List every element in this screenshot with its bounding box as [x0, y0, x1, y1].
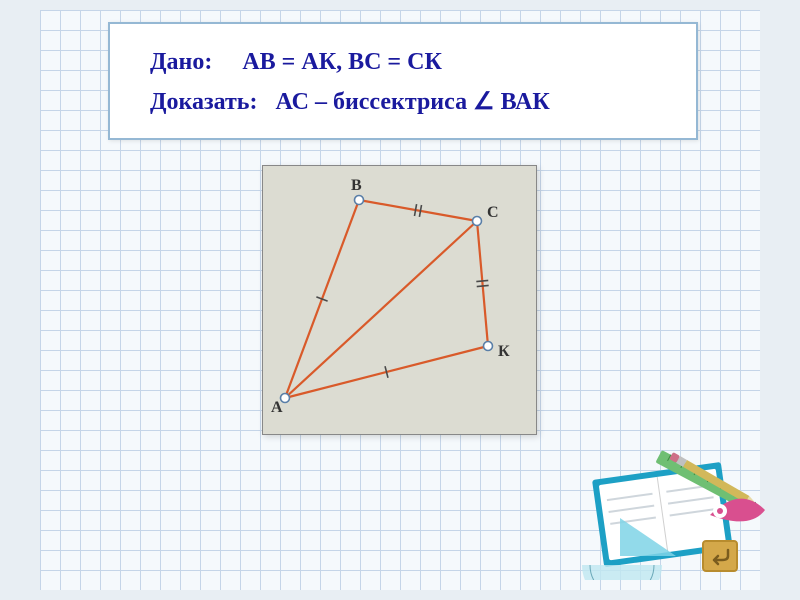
- back-button[interactable]: [702, 540, 738, 572]
- prove-line: Доказать: АС – биссектриса ∠ ВАК: [150, 82, 656, 122]
- given-text: АВ = АК, ВС = СК: [242, 49, 442, 75]
- stationery-illustration: [572, 430, 772, 580]
- problem-statement-box: Дано: АВ = АК, ВС = СК Доказать: АС – би…: [108, 22, 698, 140]
- svg-text:B: B: [351, 177, 362, 194]
- given-label: Дано:: [150, 49, 212, 75]
- svg-text:C: C: [487, 204, 499, 221]
- prove-label: Доказать:: [150, 89, 257, 115]
- geometry-diagram: A B C К: [262, 165, 537, 435]
- return-arrow-icon: [708, 546, 732, 566]
- prove-text: АС – биссектриса ∠ ВАК: [275, 89, 549, 115]
- svg-text:A: A: [271, 399, 283, 416]
- svg-text:К: К: [498, 343, 510, 360]
- given-line: Дано: АВ = АК, ВС = СК: [150, 42, 656, 82]
